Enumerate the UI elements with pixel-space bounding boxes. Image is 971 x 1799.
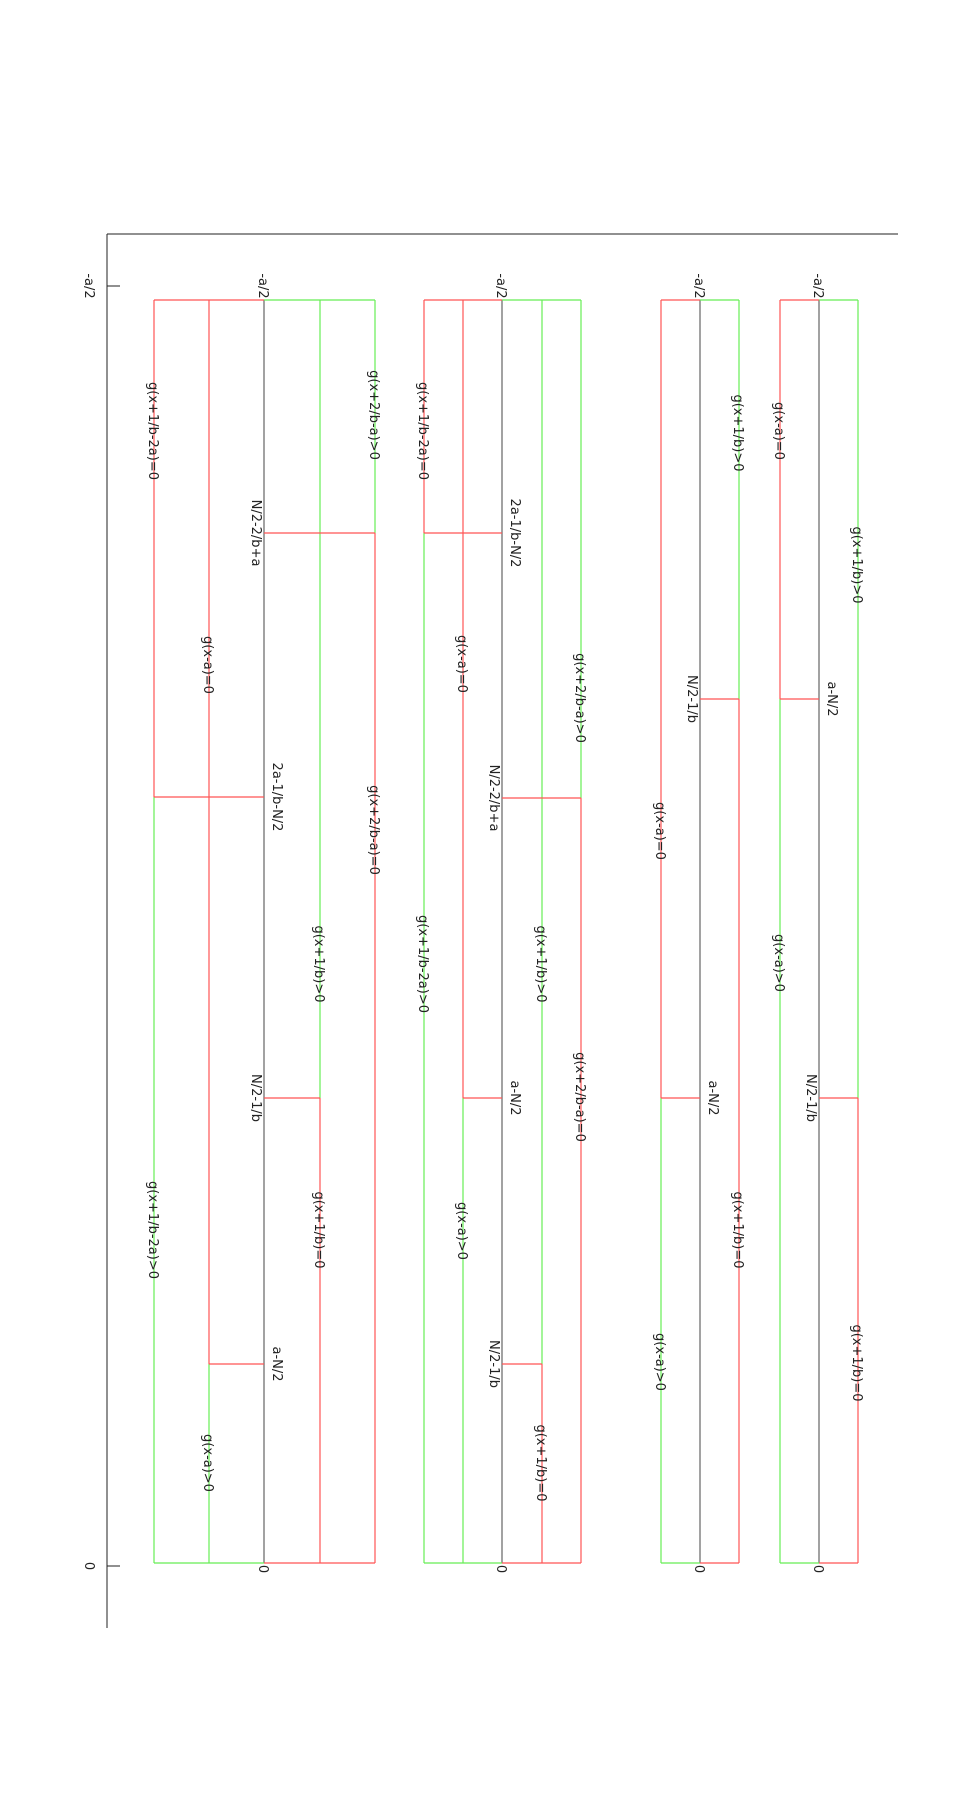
g3-label-gx1b2a-eq: g(x+1/b-2a)=0	[415, 382, 430, 480]
g2-label-a-N2: a-N/2	[705, 1080, 720, 1115]
g4-label-gx2ba-gt: g(x+2/b-a)>0	[366, 370, 381, 460]
g4-zero-label: 0	[255, 1565, 270, 1573]
g2-label-N2-1b: N/2-1/b	[684, 675, 699, 723]
axis-frame: -a/2 0	[81, 233, 898, 1628]
g2-label-gxa-eq: g(x-a)=0	[652, 802, 667, 860]
g3-zero-label: 0	[493, 1565, 508, 1573]
g4-label-gx1b2a-eq: g(x+1/b-2a)=0	[145, 382, 160, 480]
g4-label-gxa-gt: g(x-a)>0	[200, 1434, 215, 1492]
g4-top-label: -a/2	[255, 273, 270, 298]
g2-label-gx1b-eq: g(x+1/b)=0	[730, 1191, 745, 1268]
g1-label-a-N2: a-N/2	[824, 681, 839, 716]
g4-label-N2-1b: N/2-1/b	[248, 1074, 263, 1122]
g1-top-label: -a/2	[810, 273, 825, 298]
g4-label-gx1b2a-gt: g(x+1/b-2a)>0	[145, 1181, 160, 1279]
g3-top-label: -a/2	[493, 273, 508, 298]
g3-label-a-N2: a-N/2	[507, 1080, 522, 1115]
g2-top-label: -a/2	[691, 273, 706, 298]
group-3: -a/2 0 2a-1/b-N/2 N/2-2/b+a a-N/2 N/2-1/…	[415, 273, 587, 1573]
g3-label-N2-2ba: N/2-2/b+a	[486, 765, 501, 832]
g3-label-gx2ba-gt: g(x+2/b-a)>0	[572, 653, 587, 743]
g3-label-N2-1b: N/2-1/b	[486, 1340, 501, 1388]
g4-label-a-N2: a-N/2	[269, 1346, 284, 1381]
g1-zero-label: 0	[810, 1565, 825, 1573]
axis-label-zero: 0	[81, 1562, 96, 1570]
g3-label-gx1b-eq: g(x+1/b)=0	[533, 1424, 548, 1501]
g3-label-gx2ba-eq: g(x+2/b-a)=0	[572, 1052, 587, 1142]
g1-label-gx1b-gt: g(x+1/b)>0	[849, 526, 864, 603]
g4-label-N2-2ba: N/2-2/b+a	[248, 500, 263, 567]
g4-label-gx2ba-eq: g(x+2/b-a)=0	[366, 785, 381, 875]
g1-label-gx1b-eq: g(x+1/b)=0	[849, 1324, 864, 1401]
group-2: -a/2 0 N/2-1/b a-N/2 g(x+1/b)>0 g(x+1/b)…	[652, 273, 745, 1573]
group-1: -a/2 0 a-N/2 N/2-1/b g(x-a)=0 g(x-a)>0 g…	[771, 273, 864, 1573]
g4-label-gxa-eq: g(x-a)=0	[200, 636, 215, 694]
g1-label-gxa-gt: g(x-a)>0	[771, 934, 786, 992]
g3-label-gxa-eq: g(x-a)=0	[454, 635, 469, 693]
g1-label-gxa-eq: g(x-a)=0	[771, 402, 786, 460]
g3-label-2a-1b-N2: 2a-1/b-N/2	[507, 499, 522, 568]
group-4: -a/2 0 N/2-2/b+a 2a-1/b-N/2 N/2-1/b a-N/…	[145, 273, 381, 1573]
g4-label-gx1b-gt: g(x+1/b)>0	[311, 925, 326, 1002]
g2-label-gx1b-gt: g(x+1/b)>0	[730, 394, 745, 471]
g2-zero-label: 0	[691, 1565, 706, 1573]
g1-label-N2-1b: N/2-1/b	[803, 1074, 818, 1122]
g3-label-gx1b-gt: g(x+1/b)>0	[533, 925, 548, 1002]
g4-label-gx1b-eq: g(x+1/b)=0	[311, 1191, 326, 1268]
axis-label-top: -a/2	[81, 273, 96, 298]
g2-label-gxa-gt: g(x-a)>0	[652, 1333, 667, 1391]
g4-label-2a-1b-N2: 2a-1/b-N/2	[269, 763, 284, 832]
g3-label-gx1b2a-gt: g(x+1/b-2a)>0	[415, 915, 430, 1013]
g3-label-gxa-gt: g(x-a)>0	[454, 1202, 469, 1260]
